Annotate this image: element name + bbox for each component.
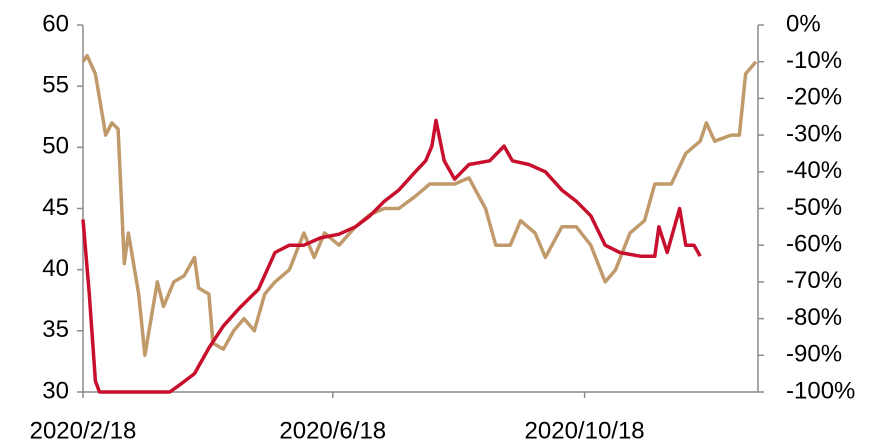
y2-tick-label: -90% [786, 341, 842, 368]
y2-tick-label: 0% [786, 10, 821, 37]
y2-tick-label: -30% [786, 120, 842, 147]
y-tick-label: 40 [42, 255, 69, 282]
y-tick-label: 55 [42, 72, 69, 99]
y2-tick-label: -10% [786, 47, 842, 74]
y2-tick-label: -100% [786, 377, 855, 404]
y2-tick-label: -40% [786, 157, 842, 184]
x-tick-label: 2020/6/18 [279, 417, 386, 443]
y2-tick-label: -70% [786, 267, 842, 294]
series-line [81, 53, 758, 358]
y-tick-label: 35 [42, 316, 69, 343]
y-tick-label: 30 [42, 377, 69, 404]
y2-tick-label: -20% [786, 84, 842, 111]
y-tick-label: 50 [42, 133, 69, 160]
y-tick-label: 45 [42, 194, 69, 221]
x-tick-label: 2020/2/18 [30, 417, 137, 443]
y-tick-label: 60 [42, 10, 69, 37]
x-tick-label: 2020/10/18 [525, 417, 645, 443]
series-line [81, 118, 702, 394]
y2-tick-label: -80% [786, 304, 842, 331]
y2-tick-label: -50% [786, 194, 842, 221]
y2-tick-label: -60% [786, 231, 842, 258]
